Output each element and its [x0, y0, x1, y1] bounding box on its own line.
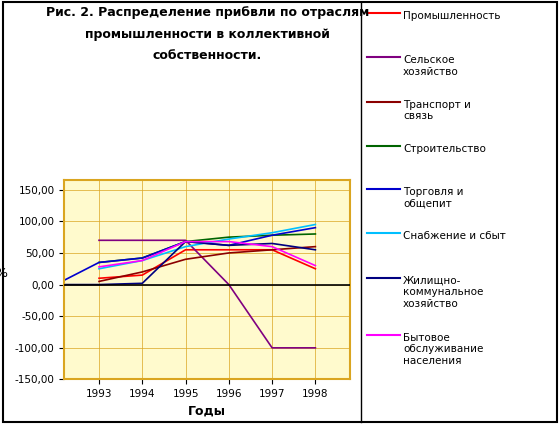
- Text: Сельское
хозяйство: Сельское хозяйство: [403, 55, 459, 77]
- Text: собственности.: собственности.: [152, 49, 262, 62]
- Text: промышленности в коллективной: промышленности в коллективной: [85, 28, 330, 41]
- Text: Строительство: Строительство: [403, 144, 486, 154]
- X-axis label: Годы: Годы: [188, 405, 226, 418]
- Text: Бытовое
обслуживание
населения: Бытовое обслуживание населения: [403, 333, 484, 366]
- Text: Жилищно-
коммунальное
хозяйство: Жилищно- коммунальное хозяйство: [403, 276, 484, 309]
- Text: Снабжение и сбыт: Снабжение и сбыт: [403, 231, 506, 241]
- Text: Торговля и
общепит: Торговля и общепит: [403, 187, 464, 208]
- Text: Транспорт и
связь: Транспорт и связь: [403, 100, 471, 121]
- Y-axis label: %: %: [0, 267, 7, 280]
- Text: Промышленность: Промышленность: [403, 11, 501, 21]
- Text: Рис. 2. Распределение прибвли по отраслям: Рис. 2. Распределение прибвли по отрасля…: [45, 6, 369, 20]
